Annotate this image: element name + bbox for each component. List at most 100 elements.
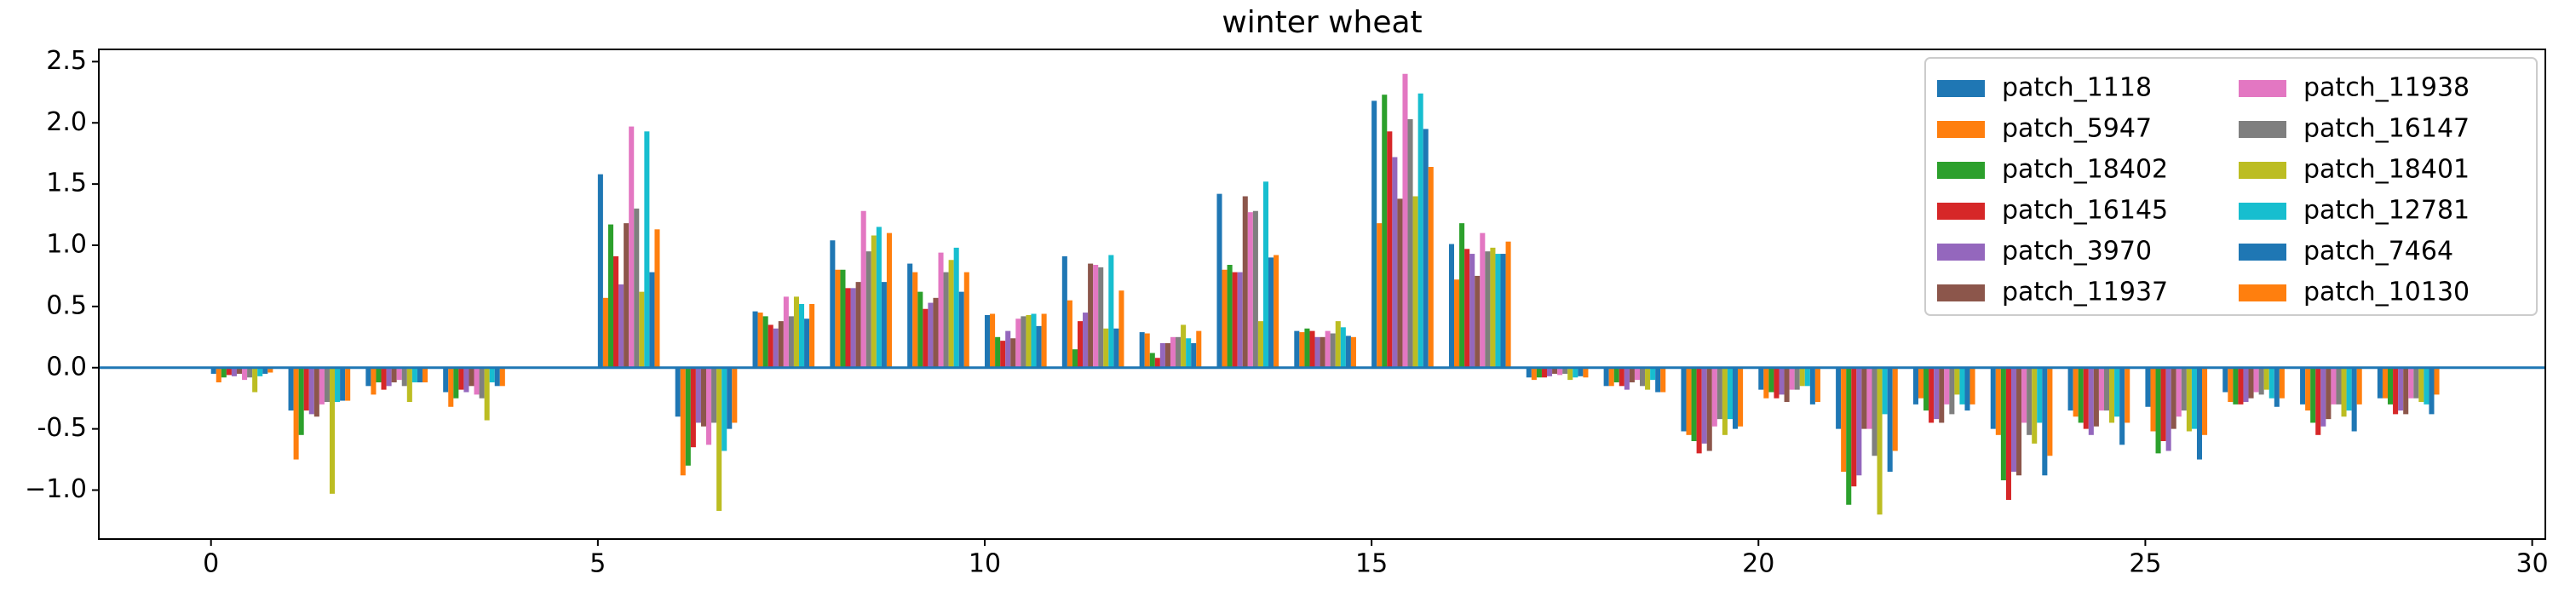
bar	[1103, 328, 1109, 368]
bar	[1088, 263, 1094, 368]
legend-label: patch_12781	[2303, 196, 2470, 226]
bar	[1573, 367, 1578, 378]
bar	[448, 367, 454, 407]
bar	[2268, 367, 2274, 399]
bar	[2073, 367, 2079, 417]
bar	[1423, 129, 1429, 368]
bar	[1738, 367, 1744, 427]
bar	[1716, 367, 1722, 420]
bar	[1882, 367, 1888, 415]
legend-label: patch_5947	[2002, 114, 2152, 144]
bar	[1701, 367, 1707, 444]
bar	[2032, 367, 2038, 444]
bar	[2196, 367, 2203, 460]
bar	[995, 336, 1001, 368]
bar	[907, 263, 913, 368]
bar	[1485, 251, 1491, 368]
bar	[1629, 367, 1635, 382]
bar	[1949, 367, 1955, 415]
bar	[1887, 367, 1893, 472]
bar	[876, 227, 882, 368]
bar	[1567, 367, 1573, 381]
bar	[489, 367, 495, 382]
bar	[1809, 367, 1815, 405]
bar	[1536, 367, 1542, 378]
bar	[933, 297, 939, 368]
bar	[1371, 100, 1377, 368]
bar	[1541, 367, 1548, 378]
bar	[2320, 367, 2326, 427]
bar	[463, 367, 469, 393]
bar	[1345, 336, 1351, 368]
bar	[1990, 367, 1996, 429]
bar	[1469, 254, 1475, 368]
x-tick-label: 25	[2129, 549, 2161, 579]
bar	[1841, 367, 1847, 472]
bar	[912, 272, 918, 368]
bar	[2083, 367, 2089, 429]
bar	[391, 367, 397, 382]
bar	[1382, 95, 1388, 368]
bar	[948, 260, 954, 368]
bar	[1851, 367, 1857, 487]
bar	[618, 284, 624, 368]
bar	[830, 240, 836, 368]
bar	[1634, 367, 1641, 381]
bar	[2418, 367, 2424, 402]
bar	[1072, 349, 1078, 368]
bar	[727, 367, 733, 429]
bar	[252, 367, 258, 393]
bar	[1475, 275, 1481, 368]
bar	[2326, 367, 2332, 420]
bar	[2165, 367, 2171, 451]
bar	[443, 367, 449, 393]
bar	[1711, 367, 1717, 427]
bar	[1964, 367, 1970, 411]
legend-label: patch_16145	[2002, 196, 2168, 226]
bar	[1681, 367, 1687, 432]
bar	[2047, 367, 2053, 456]
bar	[1144, 333, 1150, 368]
bar	[1779, 367, 1785, 395]
legend-swatch	[2239, 121, 2286, 138]
bar	[2021, 367, 2027, 423]
bar	[1686, 367, 1692, 435]
bar	[2351, 367, 2357, 432]
bar	[1232, 272, 1238, 368]
bar	[1170, 336, 1176, 368]
bar	[335, 367, 341, 402]
bar	[422, 367, 428, 382]
bar	[2263, 367, 2269, 390]
bar	[2429, 367, 2435, 415]
bar	[1417, 93, 1423, 368]
bar	[2160, 367, 2166, 441]
bar	[1402, 73, 1408, 368]
bar	[365, 367, 371, 387]
bar	[2114, 367, 2120, 417]
y-tick-label: 0.5	[46, 290, 87, 320]
bar	[1768, 367, 1774, 393]
bar	[706, 367, 712, 445]
bar	[1387, 131, 1393, 368]
bar	[1691, 367, 1697, 441]
bar	[2398, 367, 2404, 411]
bar	[1722, 367, 1728, 435]
legend-swatch	[2239, 244, 2286, 261]
bar	[2331, 367, 2337, 405]
bar	[1500, 254, 1506, 368]
bar	[624, 223, 630, 368]
y-tick-label: 0.0	[46, 352, 87, 382]
bar	[2382, 367, 2389, 399]
bar	[778, 321, 784, 368]
bar	[1139, 332, 1145, 368]
bar	[1856, 367, 1862, 476]
bar	[406, 367, 412, 402]
bar	[2238, 367, 2244, 405]
bar	[1918, 367, 1924, 399]
bar	[1325, 330, 1331, 368]
bar	[984, 314, 991, 368]
bar	[308, 367, 314, 415]
bar	[1247, 212, 1253, 368]
bar	[2103, 367, 2110, 411]
bar	[2191, 367, 2197, 429]
